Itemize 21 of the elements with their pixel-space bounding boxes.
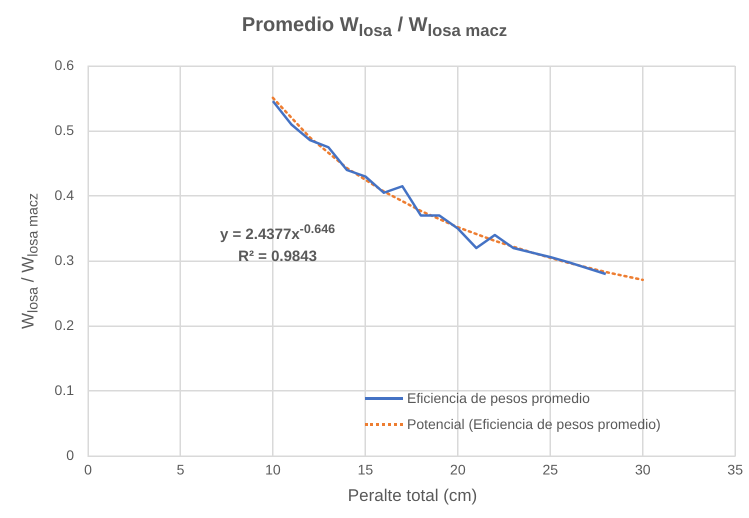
annotation: y = 2.4377x$^{-0.646}$	[220, 221, 336, 245]
x-tick-label: 10	[265, 461, 281, 478]
legend-label: Eficiencia de pesos promedio	[406, 390, 591, 406]
y-tick-label: 0.4	[54, 186, 74, 203]
x-tick-label: 5	[176, 461, 185, 478]
y-tick-label: 0.2	[54, 316, 74, 333]
x-tick-label: 0	[84, 461, 92, 478]
y-tick-label: 0.6	[54, 56, 74, 73]
y-tick-label: 0.1	[54, 382, 74, 398]
x-tick-label: 20	[450, 461, 466, 478]
y-tick-label: 0.5	[54, 122, 74, 138]
y-tick-label: 0.3	[54, 252, 74, 268]
x-axis-title: Peralte total (cm)	[346, 486, 478, 506]
x-tick-label: 35	[727, 461, 744, 478]
x-tick-label: 30	[634, 461, 651, 478]
chart-title: Promedio W$_{losa}$ / W$_{losa macz}$	[240, 14, 508, 41]
annotation: R² = 0.9843	[237, 247, 318, 267]
legend-label: Potencial (Eficiencia de pesos promedio)	[406, 416, 661, 432]
x-tick-label: 15	[358, 461, 374, 478]
x-tick-label: 25	[542, 461, 558, 478]
y-tick-label: 0	[66, 446, 74, 463]
